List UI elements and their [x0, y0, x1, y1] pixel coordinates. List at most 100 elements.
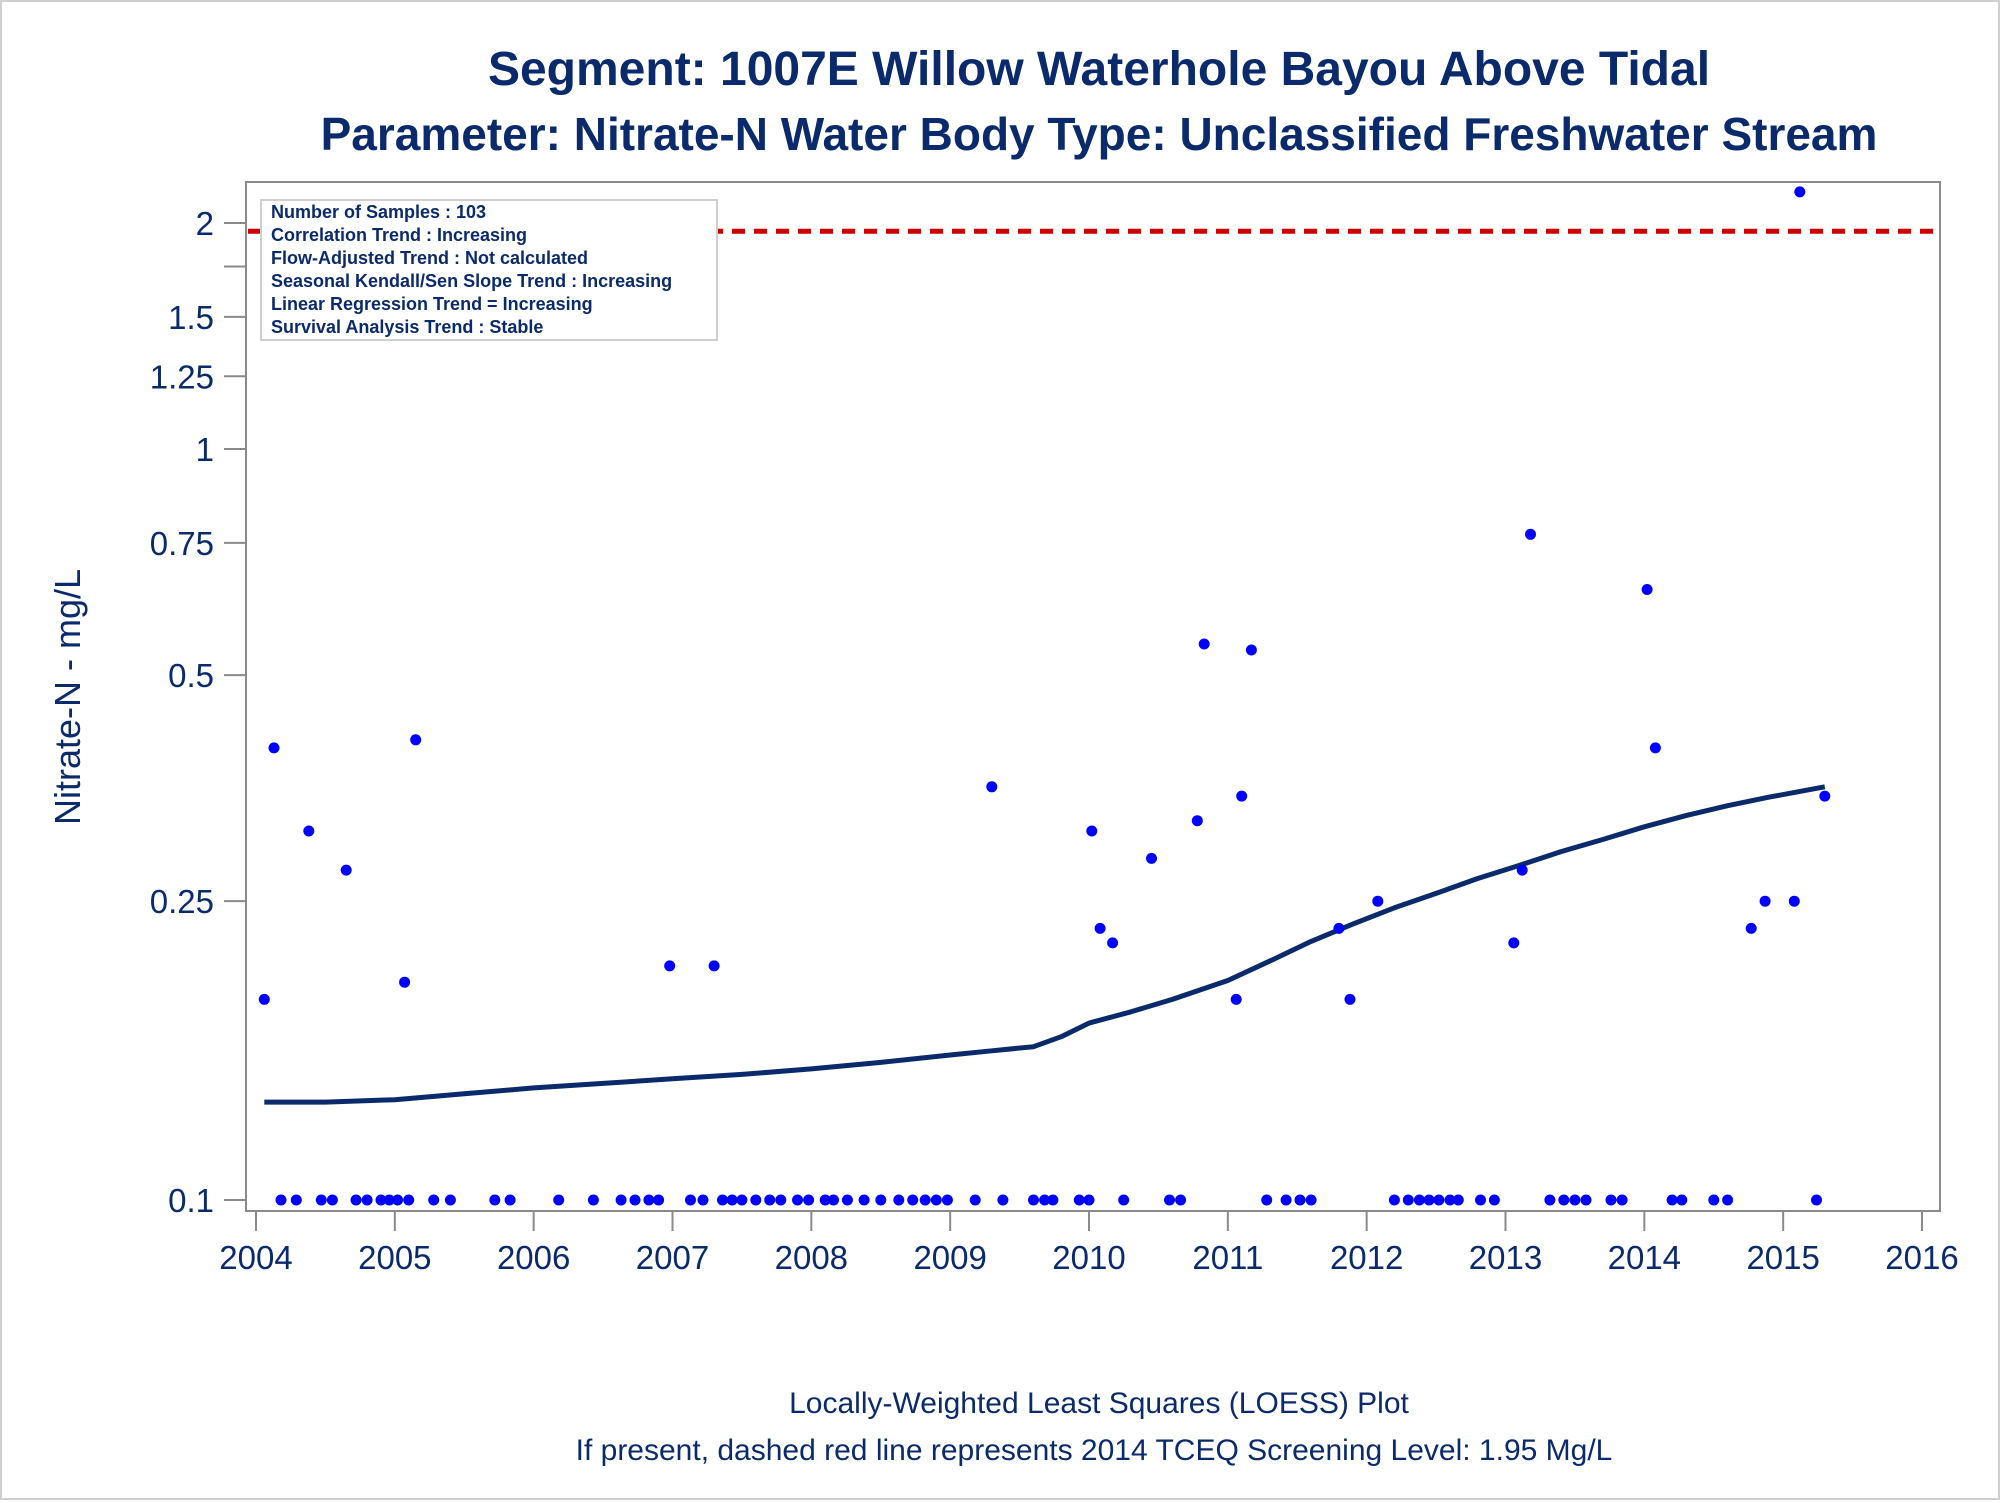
- data-point: [275, 1194, 287, 1206]
- data-point: [1344, 993, 1356, 1005]
- data-point: [1094, 922, 1106, 934]
- x-tick-label: 2013: [1469, 1239, 1542, 1276]
- y-axis: 0.1 0.25 0.5 0.75 1 1.25 1.5 2: [150, 205, 246, 1219]
- data-point: [444, 1194, 456, 1206]
- data-point: [392, 1194, 404, 1206]
- data-point: [1708, 1194, 1720, 1206]
- stats-number-of-samples: Number of Samples : 103: [271, 202, 486, 222]
- data-point: [1294, 1194, 1306, 1206]
- y-tick-label: 0.5: [168, 657, 214, 694]
- data-point: [907, 1194, 919, 1206]
- data-point: [489, 1194, 501, 1206]
- data-point: [290, 1194, 302, 1206]
- data-point: [969, 1194, 981, 1206]
- data-point: [1118, 1194, 1130, 1206]
- data-point: [1028, 1194, 1039, 1206]
- data-point: [1558, 1194, 1570, 1206]
- data-point: [315, 1194, 327, 1206]
- data-point: [403, 1194, 415, 1206]
- x-tick-label: 2015: [1746, 1239, 1819, 1276]
- data-point: [615, 1194, 627, 1206]
- data-point: [1666, 1194, 1678, 1206]
- data-point: [1569, 1194, 1581, 1206]
- plot-area: [245, 181, 1941, 1212]
- data-point: [383, 1194, 395, 1206]
- x-axis: 2004 2005 2006 2007 2008 2009 2010 2011 2012 2013…: [219, 1211, 1959, 1276]
- data-point: [1230, 993, 1242, 1005]
- y-tick-label: 0.25: [150, 883, 214, 920]
- x-tick-label: 2004: [219, 1239, 292, 1276]
- data-point: [1039, 1194, 1051, 1206]
- data-point: [1175, 1194, 1187, 1206]
- stats-flow-adjusted-trend: Flow-Adjusted Trend : Not calculated: [271, 248, 588, 268]
- data-point: [941, 1194, 953, 1206]
- data-point: [1616, 1194, 1628, 1206]
- data-point: [875, 1194, 887, 1206]
- x-tick-label: 2007: [636, 1239, 709, 1276]
- y-tick-label: 0.75: [150, 525, 214, 562]
- y-axis-label: Nitrate-N - mg/L: [47, 569, 88, 825]
- x-tick-label: 2014: [1608, 1239, 1681, 1276]
- chart-title: Segment: 1007E Willow Waterhole Bayou Ab…: [488, 43, 1710, 96]
- data-point: [792, 1194, 803, 1206]
- data-point: [893, 1194, 905, 1206]
- data-point: [736, 1194, 748, 1206]
- data-point: [717, 1194, 728, 1206]
- data-point: [553, 1194, 565, 1206]
- data-point: [919, 1194, 931, 1206]
- data-point: [653, 1194, 665, 1206]
- data-point: [930, 1194, 942, 1206]
- data-point: [1402, 1194, 1414, 1206]
- data-point: [1819, 790, 1831, 802]
- data-point: [1516, 864, 1528, 876]
- data-point: [1444, 1194, 1456, 1206]
- x-tick-label: 2011: [1192, 1239, 1263, 1276]
- data-point: [1475, 1194, 1486, 1206]
- data-point: [587, 1194, 599, 1206]
- loess-curve: [264, 784, 1826, 1105]
- data-point: [1433, 1194, 1445, 1206]
- data-point: [410, 734, 422, 746]
- data-point: [340, 864, 352, 876]
- data-point: [1452, 1194, 1464, 1206]
- data-point: [1488, 1194, 1500, 1206]
- data-point: [775, 1194, 787, 1206]
- data-point: [1759, 895, 1771, 907]
- data-point: [997, 1194, 1009, 1206]
- data-point: [268, 742, 280, 754]
- data-point: [1641, 584, 1653, 595]
- data-point: [1788, 895, 1800, 907]
- data-point: [708, 960, 720, 972]
- data-point: [1423, 1194, 1435, 1206]
- data-point: [697, 1194, 709, 1206]
- data-point: [764, 1194, 776, 1206]
- stats-seasonal-kendall-trend: Seasonal Kendall/Sen Slope Trend : Incre…: [271, 271, 672, 291]
- data-point: [629, 1194, 641, 1206]
- data-point: [1164, 1194, 1175, 1206]
- stats-correlation-trend: Correlation Trend : Increasing: [271, 225, 527, 245]
- data-point: [1525, 528, 1536, 540]
- data-point: [1811, 1194, 1822, 1206]
- data-point: [1649, 742, 1661, 754]
- data-point: [750, 1194, 762, 1206]
- data-point: [819, 1194, 831, 1206]
- data-point: [685, 1194, 696, 1206]
- stats-legend-frame: [260, 199, 718, 341]
- data-point: [1794, 186, 1806, 198]
- x-tick-label: 2008: [775, 1239, 848, 1276]
- footnote-screening-level: If present, dashed red line represents 2…: [576, 1434, 1613, 1467]
- data-point: [1745, 922, 1757, 934]
- stats-survival-analysis-trend: Survival Analysis Trend : Stable: [271, 317, 543, 337]
- data-point: [1508, 937, 1520, 949]
- data-point: [1280, 1194, 1292, 1206]
- stats-linear-regression-trend: Linear Regression Trend = Increasing: [271, 294, 593, 314]
- chart-subtitle: Parameter: Nitrate-N Water Body Type: Un…: [321, 108, 1878, 160]
- x-tick-label: 2006: [497, 1239, 570, 1276]
- data-point: [350, 1194, 362, 1206]
- y-tick-label: 1.25: [150, 358, 214, 395]
- data-point: [504, 1194, 516, 1206]
- data-point: [1146, 852, 1157, 864]
- data-point: [828, 1194, 839, 1206]
